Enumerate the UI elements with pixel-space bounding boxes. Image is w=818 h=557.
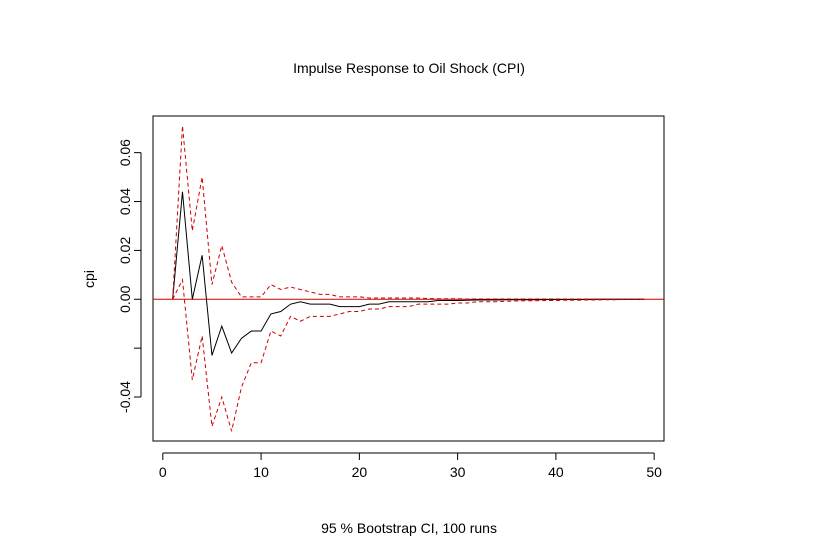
lower-ci-line (172, 277, 645, 432)
y-tick-label: 0.02 (117, 237, 133, 264)
plot-box (152, 115, 665, 442)
x-tick-label: 40 (548, 464, 564, 480)
y-axis-label: cpi (81, 270, 97, 288)
x-tick-label: 50 (646, 464, 662, 480)
y-tick-label: 0.00 (117, 285, 133, 312)
irf-line (172, 191, 645, 356)
x-axis-label: 95 % Bootstrap CI, 100 runs (321, 520, 497, 536)
chart-title: Impulse Response to Oil Shock (CPI) (293, 60, 525, 76)
y-tick-label: 0.06 (117, 139, 133, 166)
x-tick-label: 30 (450, 464, 466, 480)
series-layer (153, 125, 664, 432)
y-tick-label: 0.04 (117, 188, 133, 215)
x-tick-label: 0 (159, 464, 167, 480)
y-axis: 0.00 0.02 0.04 0.06 -0.04 (117, 139, 142, 413)
y-tick-label: -0.04 (117, 381, 133, 413)
x-axis: 0 10 20 30 40 50 (159, 452, 662, 480)
x-tick-label: 10 (253, 464, 269, 480)
upper-ci-line (172, 125, 645, 300)
x-tick-label: 20 (352, 464, 368, 480)
